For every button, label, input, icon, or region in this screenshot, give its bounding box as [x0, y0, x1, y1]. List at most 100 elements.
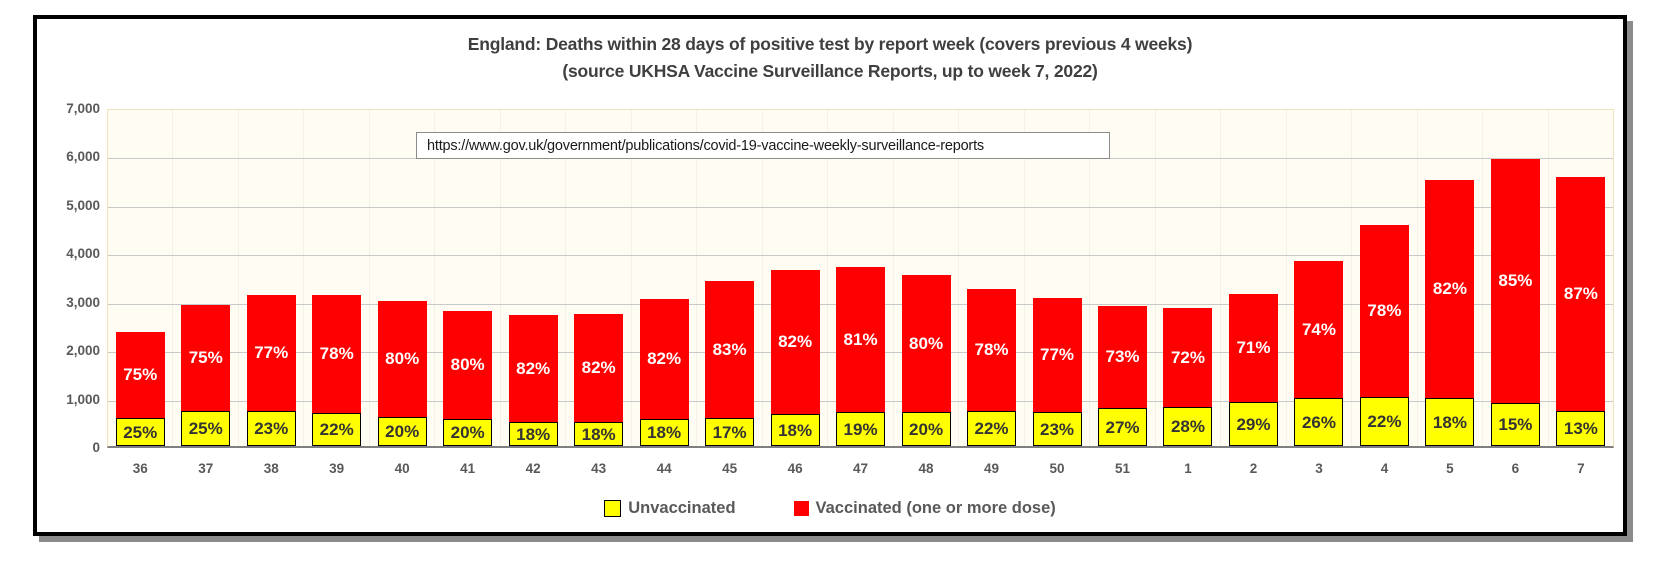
bar-segment-vaccinated: 77%	[246, 295, 296, 411]
bar-segment-unvaccinated: 28%	[1163, 407, 1213, 446]
bar-slot-week-4: 78% 22% 4	[1351, 110, 1416, 476]
bar-slot-week-43: 82% 18% 43	[565, 110, 630, 476]
bar-segment-vaccinated: 82%	[770, 270, 820, 414]
stacked-bar: 82% 18%	[639, 299, 689, 446]
stacked-bar: 78% 22%	[967, 289, 1017, 446]
stacked-bar: 72% 28%	[1163, 308, 1213, 446]
bar-slot-week-5: 82% 18% 5	[1416, 110, 1482, 476]
stacked-bar: 77% 23%	[246, 295, 296, 446]
x-axis-tick-label: 50	[1049, 461, 1065, 476]
chart-title-line2: (source UKHSA Vaccine Surveillance Repor…	[562, 61, 1098, 81]
bar-slot-week-49: 78% 22% 49	[958, 110, 1023, 476]
x-axis-tick-label: 40	[394, 461, 410, 476]
bar-slot-week-38: 77% 23% 38	[237, 110, 303, 476]
bar-segment-unvaccinated: 25%	[181, 411, 231, 446]
y-axis-tick-label: 3,000	[66, 294, 100, 310]
bar-slot-week-3: 74% 26% 3	[1285, 110, 1351, 476]
x-axis-tick-label: 41	[460, 461, 476, 476]
bar-segment-vaccinated: 80%	[901, 275, 951, 412]
x-axis-tick-label: 5	[1446, 461, 1454, 476]
y-axis-tick-label: 0	[92, 440, 100, 455]
plot-area: https://www.gov.uk/government/publicatio…	[107, 109, 1614, 476]
bar-slot-week-48: 80% 20% 48	[892, 110, 958, 476]
bar-segment-unvaccinated: 22%	[312, 413, 362, 446]
stacked-bar: 75% 25%	[181, 305, 231, 446]
bar-segment-vaccinated: 78%	[312, 295, 362, 413]
bar-slot-week-51: 73% 27% 51	[1089, 110, 1154, 476]
legend-label-unvaccinated: Unvaccinated	[628, 499, 736, 517]
bar-slot-week-45: 83% 17% 45	[696, 110, 761, 476]
bar-slot-week-40: 80% 20% 40	[368, 110, 434, 476]
chart-title: England: Deaths within 28 days of positi…	[37, 31, 1623, 85]
y-axis-tick-label: 2,000	[66, 343, 100, 359]
stacked-bar: 71% 29%	[1228, 294, 1278, 446]
bar-segment-vaccinated: 80%	[377, 301, 427, 417]
bar-segment-vaccinated: 83%	[705, 281, 755, 418]
bar-segment-unvaccinated: 18%	[1425, 398, 1475, 446]
bar-segment-unvaccinated: 20%	[901, 412, 951, 446]
bar-slot-week-47: 81% 19% 47	[827, 110, 892, 476]
bar-segment-vaccinated: 74%	[1294, 261, 1344, 398]
bar-segment-unvaccinated: 13%	[1556, 411, 1606, 446]
bar-segment-unvaccinated: 20%	[443, 419, 493, 446]
x-axis-tick-label: 36	[132, 461, 148, 476]
y-axis-tick-label: 7,000	[66, 101, 100, 116]
legend-label-vaccinated: Vaccinated (one or more dose)	[815, 499, 1056, 517]
bar-segment-unvaccinated: 18%	[770, 414, 820, 446]
bar-segment-vaccinated: 82%	[639, 299, 689, 419]
chart-frame: England: Deaths within 28 days of positi…	[33, 15, 1627, 536]
stacked-bar: 82% 18%	[574, 314, 624, 446]
bar-segment-unvaccinated: 22%	[967, 411, 1017, 446]
bar-segment-unvaccinated: 19%	[836, 412, 886, 446]
chart-title-line1: England: Deaths within 28 days of positi…	[467, 34, 1193, 54]
bar-segment-unvaccinated: 25%	[115, 418, 165, 446]
bar-slot-week-44: 82% 18% 44	[630, 110, 696, 476]
bar-segment-unvaccinated: 29%	[1228, 402, 1278, 446]
bar-slot-week-6: 85% 15% 6	[1482, 110, 1547, 476]
bar-slot-week-50: 77% 23% 50	[1023, 110, 1089, 476]
source-url: https://www.gov.uk/government/publicatio…	[427, 137, 984, 154]
bar-segment-vaccinated: 82%	[574, 314, 624, 422]
bar-segment-unvaccinated: 23%	[246, 411, 296, 446]
bar-slot-week-37: 75% 25% 37	[172, 110, 237, 476]
stacked-bar: 82% 18%	[770, 270, 820, 446]
bars-container: 75% 25% 36 75% 25% 37 77% 23% 38 78% 22% 39 80% 20% 40…	[108, 110, 1613, 476]
x-axis-tick-label: 48	[918, 461, 934, 476]
stacked-bar: 80% 20%	[443, 311, 493, 446]
y-axis-tick-label: 1,000	[66, 391, 100, 407]
gridline	[108, 255, 1613, 257]
x-axis-tick-label: 46	[787, 461, 803, 476]
bar-segment-vaccinated: 81%	[836, 267, 886, 412]
bar-segment-vaccinated: 73%	[1098, 306, 1147, 408]
x-axis-tick-label: 37	[198, 461, 214, 476]
x-axis-tick-label: 2	[1249, 461, 1258, 476]
x-axis-tick-label: 1	[1184, 461, 1192, 476]
stacked-bar: 85% 15%	[1490, 159, 1540, 446]
y-axis-tick-label: 4,000	[66, 246, 100, 262]
bar-segment-vaccinated: 78%	[1359, 225, 1409, 397]
bar-slot-week-36: 75% 25% 36	[108, 110, 172, 476]
bar-segment-unvaccinated: 18%	[574, 422, 624, 446]
legend: Unvaccinated Vaccinated (one or more dos…	[37, 499, 1623, 518]
x-axis-tick-label: 3	[1315, 461, 1323, 476]
x-axis-tick-label: 38	[263, 461, 279, 476]
x-axis-tick-label: 45	[722, 461, 738, 476]
x-axis-tick-label: 49	[984, 461, 1000, 476]
bar-slot-week-41: 80% 20% 41	[434, 110, 499, 476]
x-axis-tick-label: 4	[1380, 461, 1389, 476]
unvaccinated-swatch-icon	[604, 500, 622, 517]
vaccinated-swatch-icon	[793, 501, 809, 516]
bar-segment-vaccinated: 72%	[1163, 308, 1213, 407]
bar-segment-unvaccinated: 26%	[1294, 398, 1344, 446]
bar-slot-week-1: 72% 28% 1	[1154, 110, 1220, 476]
x-axis-tick-label: 44	[656, 461, 672, 476]
bar-slot-week-46: 82% 18% 46	[761, 110, 827, 476]
bar-segment-unvaccinated: 18%	[508, 422, 558, 446]
stacked-bar: 78% 22%	[1359, 225, 1409, 446]
stacked-bar: 78% 22%	[312, 295, 362, 446]
bar-segment-vaccinated: 71%	[1228, 294, 1278, 402]
bar-segment-vaccinated: 82%	[508, 315, 558, 422]
bar-segment-unvaccinated: 20%	[377, 417, 427, 446]
bar-segment-vaccinated: 87%	[1556, 177, 1606, 411]
legend-item-vaccinated: Vaccinated (one or more dose)	[793, 499, 1056, 518]
